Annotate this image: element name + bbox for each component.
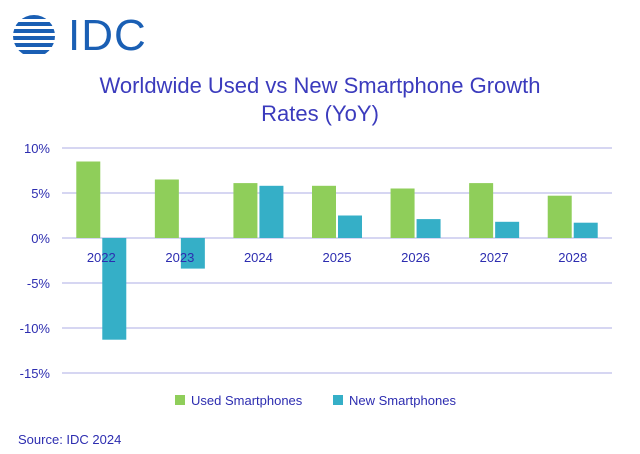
y-tick-label: -5% (27, 276, 51, 291)
bar-new-2027 (495, 221, 520, 238)
x-tick-label: 2026 (401, 250, 430, 265)
chart-title-line-2: Rates (YoY) (261, 101, 379, 126)
bar-used-2023 (154, 179, 179, 238)
bar-new-2023 (180, 238, 205, 269)
bar-new-2026 (416, 219, 441, 238)
bar-new-2025 (338, 215, 362, 238)
bar-used-2027 (469, 183, 494, 238)
bar-used-2028 (547, 195, 572, 238)
gridlines (62, 147, 612, 374)
x-tick-label: 2028 (558, 250, 587, 265)
y-tick-label: -10% (20, 321, 51, 336)
x-tick-label: 2022 (87, 250, 116, 265)
bar-new-2022 (102, 238, 127, 340)
chart-title: Worldwide Used vs New Smartphone Growth … (60, 72, 580, 128)
logo-text: IDC (68, 11, 147, 60)
legend-label-new: New Smartphones (349, 393, 456, 408)
x-tick-label: 2025 (323, 250, 352, 265)
bar-used-2025 (312, 185, 336, 238)
axis-labels: 10% 5% 0% -5% -10% -15% 2022 2023 2024 2025 2026 20… (20, 141, 588, 381)
bar-new-2024 (259, 185, 284, 238)
bar-used-2022 (76, 161, 101, 238)
bar-used-2024 (233, 183, 258, 238)
globe-icon (13, 15, 55, 54)
bars (76, 161, 598, 340)
x-tick-label: 2024 (244, 250, 273, 265)
chart-title-line-1: Worldwide Used vs New Smartphone Growth (99, 73, 541, 98)
idc-logo: IDC (10, 10, 160, 62)
y-tick-label: 0% (31, 231, 50, 246)
source-note: Source: IDC 2024 (18, 432, 122, 447)
bar-new-2028 (573, 222, 598, 238)
y-tick-label: 5% (31, 186, 50, 201)
legend-swatch-new (333, 395, 343, 405)
legend-label-used: Used Smartphones (191, 393, 303, 408)
legend: Used Smartphones New Smartphones (175, 393, 456, 408)
x-tick-label: 2027 (480, 250, 509, 265)
x-tick-label: 2023 (165, 250, 194, 265)
legend-swatch-used (175, 395, 185, 405)
bar-used-2026 (390, 188, 415, 238)
y-tick-label: -15% (20, 366, 51, 381)
y-tick-label: 10% (24, 141, 50, 156)
